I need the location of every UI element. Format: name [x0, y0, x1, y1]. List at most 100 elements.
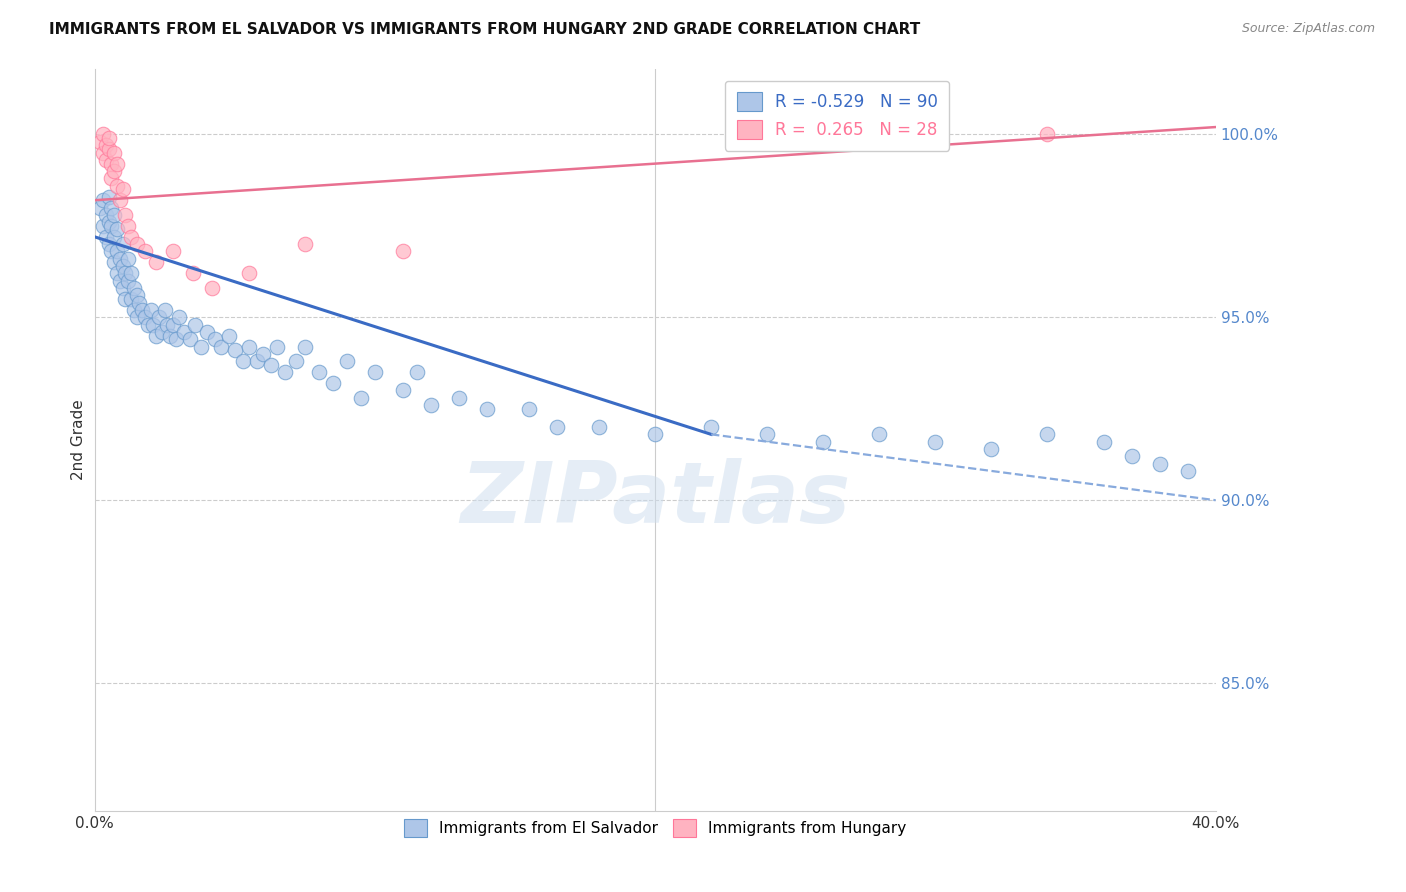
Point [100, 219, 122, 233]
Point [122, 303, 145, 318]
Text: ZIPatlas: ZIPatlas [460, 458, 851, 541]
Y-axis label: 2nd Grade: 2nd Grade [72, 400, 86, 480]
Point [218, 328, 240, 343]
Point [105, 222, 128, 236]
Point [103, 229, 125, 244]
Point [97, 215, 120, 229]
Point [91, 145, 114, 160]
Point [111, 237, 134, 252]
Point [173, 325, 195, 339]
Point [122, 281, 145, 295]
Point [114, 266, 136, 280]
Point [111, 259, 134, 273]
Point [125, 288, 148, 302]
Point [252, 347, 274, 361]
Point [125, 237, 148, 252]
Point [1149, 457, 1171, 471]
Point [162, 244, 184, 259]
Point [224, 343, 246, 358]
Point [97, 189, 120, 203]
Point [120, 292, 142, 306]
Point [204, 332, 226, 346]
Point [475, 401, 498, 416]
Point [167, 310, 190, 325]
Point [142, 318, 165, 332]
Point [105, 244, 128, 259]
Point [94, 229, 117, 244]
Point [260, 358, 283, 372]
Point [94, 208, 117, 222]
Point [97, 237, 120, 252]
Point [120, 266, 142, 280]
Text: IMMIGRANTS FROM EL SALVADOR VS IMMIGRANTS FROM HUNGARY 2ND GRADE CORRELATION CHA: IMMIGRANTS FROM EL SALVADOR VS IMMIGRANT… [49, 22, 921, 37]
Point [150, 325, 173, 339]
Point [91, 193, 114, 207]
Point [274, 365, 297, 379]
Point [108, 193, 131, 207]
Point [700, 420, 723, 434]
Point [294, 340, 316, 354]
Point [108, 252, 131, 266]
Point [139, 303, 162, 318]
Point [1036, 427, 1059, 442]
Point [145, 328, 167, 343]
Point [131, 303, 153, 318]
Point [105, 156, 128, 170]
Point [100, 244, 122, 259]
Point [184, 318, 207, 332]
Point [181, 266, 204, 280]
Point [266, 340, 288, 354]
Point [392, 244, 415, 259]
Point [1121, 450, 1143, 464]
Point [232, 354, 254, 368]
Point [238, 266, 260, 280]
Point [97, 131, 120, 145]
Point [100, 171, 122, 186]
Point [924, 434, 946, 449]
Point [308, 365, 330, 379]
Point [114, 292, 136, 306]
Point [246, 354, 269, 368]
Legend: Immigrants from El Salvador, Immigrants from Hungary: Immigrants from El Salvador, Immigrants … [396, 812, 914, 845]
Point [162, 318, 184, 332]
Point [165, 332, 187, 346]
Point [136, 318, 159, 332]
Point [153, 303, 176, 318]
Point [89, 201, 111, 215]
Point [209, 340, 232, 354]
Point [195, 325, 218, 339]
Point [125, 310, 148, 325]
Point [179, 332, 201, 346]
Point [406, 365, 429, 379]
Point [1036, 128, 1059, 142]
Point [94, 138, 117, 153]
Point [120, 229, 142, 244]
Point [145, 255, 167, 269]
Point [103, 145, 125, 160]
Point [100, 201, 122, 215]
Point [103, 164, 125, 178]
Point [111, 281, 134, 295]
Point [91, 128, 114, 142]
Point [91, 219, 114, 233]
Point [1092, 434, 1115, 449]
Point [588, 420, 610, 434]
Point [94, 153, 117, 167]
Point [517, 401, 540, 416]
Point [111, 182, 134, 196]
Point [1177, 464, 1199, 478]
Point [148, 310, 170, 325]
Point [238, 340, 260, 354]
Point [813, 434, 835, 449]
Point [105, 266, 128, 280]
Point [285, 354, 308, 368]
Point [322, 376, 344, 391]
Point [108, 274, 131, 288]
Point [114, 208, 136, 222]
Point [546, 420, 568, 434]
Point [89, 135, 111, 149]
Point [117, 274, 139, 288]
Point [128, 295, 150, 310]
Point [103, 255, 125, 269]
Point [100, 156, 122, 170]
